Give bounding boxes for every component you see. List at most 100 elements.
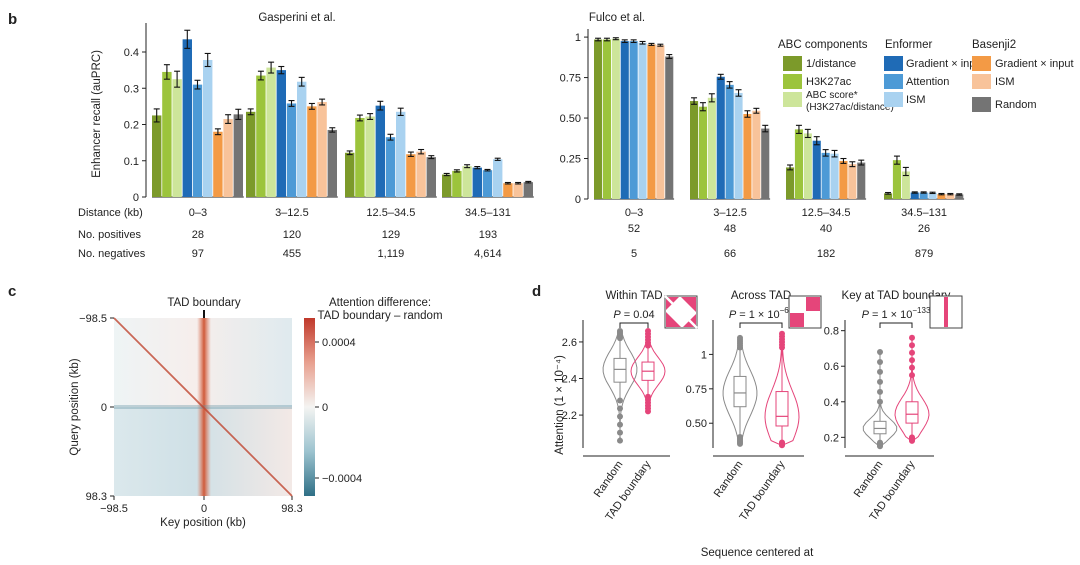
- bar-basenji2-ism-2: [416, 151, 426, 197]
- bar-basenji2-gradient-input-3: [937, 194, 946, 199]
- bar-basenji2-ism-2: [848, 164, 857, 199]
- cell-right-positives: 40: [820, 223, 832, 235]
- bar-enformer-gradient-input-2: [375, 105, 385, 197]
- heatmap-xlabel: Key position (kb): [160, 517, 246, 529]
- bar-basenji2-ism-3: [513, 183, 523, 197]
- bar-random-2: [426, 157, 436, 197]
- bar-basenji2-ism-3: [946, 194, 955, 199]
- bar-random-0: [665, 56, 674, 200]
- outlier-tad-boundary: [909, 342, 915, 349]
- violin-y-tick-label: 0.50: [686, 418, 707, 430]
- violin-y-tick-label: 0.4: [824, 397, 839, 409]
- outlier-random: [617, 437, 623, 444]
- outlier-random: [877, 349, 883, 355]
- outlier-random: [617, 429, 623, 436]
- cell-left-negatives: 1,119: [378, 248, 405, 260]
- box-random: [733, 375, 747, 408]
- bar-1-distance-3: [884, 193, 893, 199]
- outlier-tad-boundary: [779, 442, 785, 449]
- cell-left-positives: 193: [479, 229, 497, 241]
- outlier-random: [617, 327, 623, 334]
- gasperini-bars: [152, 29, 533, 198]
- bar-basenji2-gradient-input-2: [839, 160, 848, 199]
- heatmap-y-tick-label: 98.3: [86, 491, 107, 503]
- gasperini-ylabel: Enhancer recall (auPRC): [91, 50, 103, 178]
- legend-basenji-title: Basenji2: [972, 39, 1016, 51]
- bar-basenji2-gradient-input-1: [743, 114, 752, 199]
- fulco-title: Fulco et al.: [589, 12, 645, 24]
- bar-h3k27ac-2: [794, 129, 803, 199]
- y-tick-label: 0.3: [124, 83, 139, 95]
- heatmap-y-tick-label: −98.5: [79, 313, 107, 325]
- bar-enformer-attention-0: [192, 84, 203, 197]
- bar-enformer-gradient-input-3: [910, 192, 919, 199]
- y-tick-label: 0.4: [124, 47, 139, 59]
- y-tick-label: 1: [575, 32, 581, 44]
- group-label: 12.5–34.5: [802, 207, 851, 219]
- bar-abc-score-3: [462, 166, 472, 197]
- outlier-random: [617, 405, 623, 412]
- fulco-bars: [594, 37, 964, 200]
- outlier-random: [737, 334, 743, 341]
- violin-subplot-title: Key at TAD boundary: [842, 290, 951, 302]
- y-tick-label: 0: [575, 194, 581, 206]
- legend-label-distance: 1/distance: [806, 58, 856, 70]
- bar-enformer-ism-0: [638, 42, 647, 200]
- violin-y-tick-label: 2.4: [562, 374, 577, 386]
- legend-enformer-title: Enformer: [885, 39, 932, 51]
- cell-right-positives: 52: [628, 223, 640, 235]
- violin-subplot-title: Across TAD: [731, 290, 791, 302]
- outlier-random: [737, 440, 743, 447]
- violin-ylabel: Attention (1 × 10⁻⁴): [554, 355, 566, 455]
- cell-right-negatives: 5: [631, 248, 637, 260]
- heatmap-ylabel: Query position (kb): [69, 358, 81, 455]
- outlier-tad-boundary: [909, 349, 915, 356]
- legend-label-enf-attn: Attention: [906, 76, 949, 88]
- bar-enformer-ism-1: [297, 81, 307, 197]
- violin-xlabel: Sequence centered at: [701, 547, 814, 559]
- bar-1-distance-0: [594, 39, 603, 200]
- outlier-random: [877, 378, 883, 385]
- legend-label-abc: ABC score*: [806, 90, 858, 101]
- heatmap-title: TAD boundary: [167, 297, 241, 309]
- group-label: 34.5–131: [901, 207, 947, 219]
- bar-basenji2-gradient-input-0: [647, 44, 656, 199]
- bar-abc-score-3: [901, 171, 910, 199]
- bar-1-distance-3: [442, 174, 452, 197]
- violin-y-tick-label: 0.75: [686, 384, 707, 396]
- colorbar-tick-label: 0.0004: [322, 337, 356, 349]
- bar-random-0: [233, 114, 243, 197]
- bar-enformer-gradient-input-1: [716, 76, 725, 199]
- bar-enformer-ism-2: [830, 153, 839, 199]
- box-tad-boundary: [905, 401, 919, 424]
- violin-y-tick-label: 0.8: [824, 326, 839, 338]
- y-tick-label: 0: [133, 192, 139, 204]
- bar-basenji2-ism-0: [656, 45, 665, 199]
- legend-swatch-h3k27ac: [783, 74, 802, 89]
- cell-right-positives: 26: [918, 223, 930, 235]
- heatmap-x-tick-label: −98.5: [100, 503, 128, 515]
- bar-enformer-ism-1: [734, 92, 743, 199]
- pvalue-label: P = 1 × 10−133: [862, 306, 931, 321]
- violin-category-label: Random: [852, 459, 886, 500]
- legend-swatch-enf-ism: [884, 92, 903, 107]
- legend-swatch-random: [972, 97, 991, 112]
- panel-label-b: b: [8, 11, 17, 28]
- bar-random-3: [955, 194, 964, 199]
- table-row-positives: No. positives: [78, 229, 141, 241]
- box-random: [873, 420, 887, 435]
- heatmap-diagonal: [113, 317, 293, 497]
- bar-random-2: [857, 162, 866, 199]
- violin-y-tick-label: 2.2: [562, 410, 577, 422]
- outlier-tad-boundary: [909, 357, 915, 364]
- heatmap-x-tick-label: 98.3: [281, 503, 302, 515]
- bar-enformer-gradient-input-0: [620, 41, 629, 200]
- bar-abc-score-2: [803, 133, 812, 199]
- violin-subplot-2: 0.50 0.75 1 Across TAD P = 1 × 10−60 RandomTA…: [686, 290, 822, 523]
- cell-right-negatives: 879: [915, 248, 933, 260]
- colorbar: [304, 318, 315, 496]
- outlier-tad-boundary: [645, 327, 651, 334]
- outlier-random: [877, 368, 883, 375]
